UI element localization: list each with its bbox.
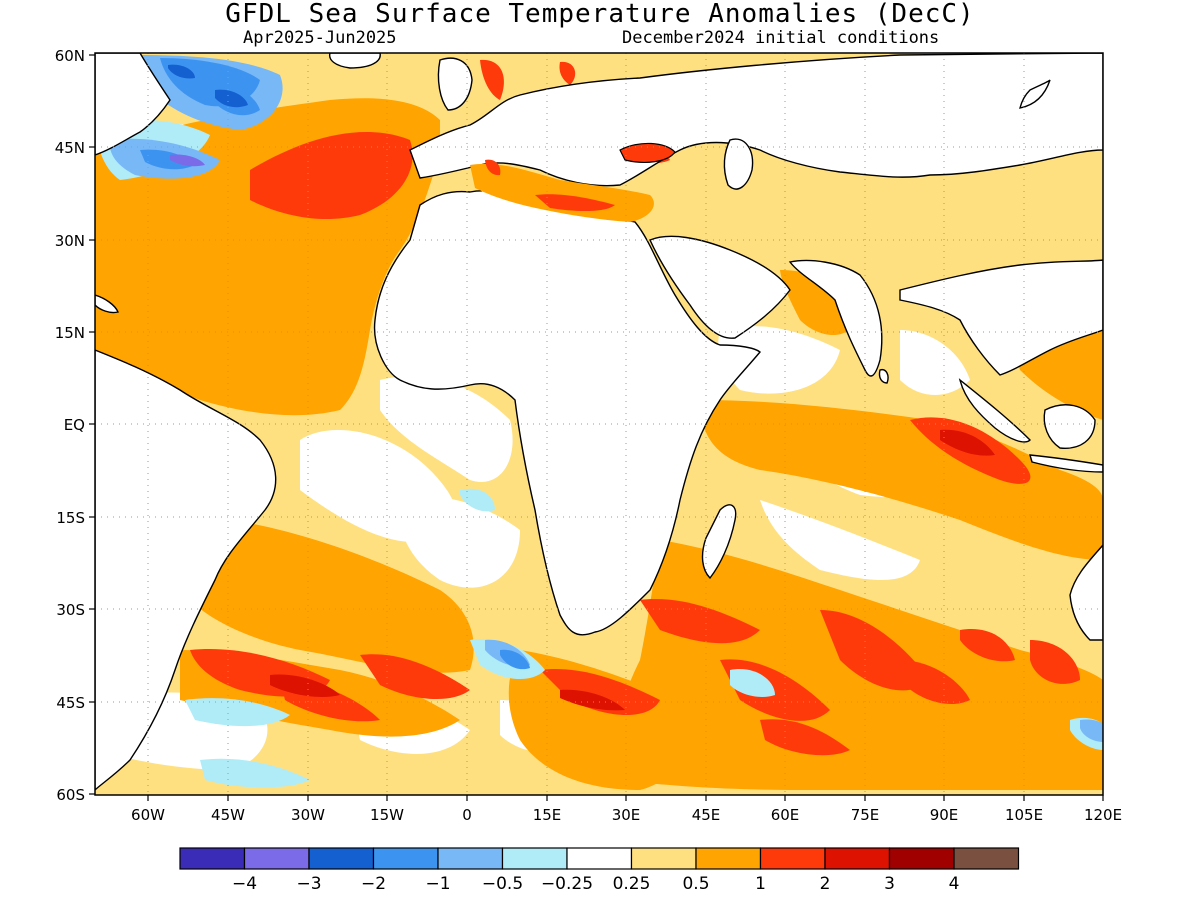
- colorbar-swatch: [953, 847, 1020, 870]
- colorbar-swatch: [824, 847, 891, 870]
- colorbar-swatch: [243, 847, 310, 870]
- lat-label: 30S: [56, 601, 85, 619]
- lon-label: 0: [462, 806, 472, 824]
- java-coastline: [1029, 454, 1103, 473]
- very-strong-cool-cores: [168, 64, 248, 108]
- lat-label: 60S: [56, 786, 85, 804]
- colorbar-swatch: [695, 847, 762, 870]
- colorbar: [179, 847, 1020, 870]
- southeast-asia-coastline: [899, 259, 1103, 376]
- lon-label: 60E: [771, 806, 800, 824]
- colorbar-label: −3: [296, 874, 321, 894]
- forecast-period: Apr2025-Jun2025: [243, 28, 397, 48]
- colorbar-label: 0.5: [682, 874, 709, 894]
- longitude-labels: 60W 45W 30W 15W 0 15E 30E 45E 60E 75E 90…: [131, 806, 1122, 824]
- sri-lanka-coastline: [878, 368, 889, 384]
- lon-label: 120E: [1084, 806, 1122, 824]
- lon-label: 45E: [692, 806, 721, 824]
- colorbar-label: 2: [820, 874, 831, 894]
- colorbar-label: −4: [232, 874, 257, 894]
- colorbar-swatch: [501, 847, 568, 870]
- grid-lines: [95, 53, 1103, 795]
- colorbar-labels: −4 −3 −2 −1 −0.5 −0.25 0.25 0.5 1 2 3 4: [232, 874, 959, 894]
- extreme-cool-cores: [170, 154, 205, 167]
- lon-label: 15W: [370, 806, 404, 824]
- british-isles-coastline: [437, 57, 473, 111]
- iceland-coastline: [328, 53, 381, 69]
- anomaly-field: [95, 53, 1103, 795]
- lon-label: 60W: [131, 806, 165, 824]
- lon-label: 30W: [291, 806, 325, 824]
- initial-conditions: December2024 initial conditions: [622, 28, 940, 48]
- colorbar-swatch: [759, 847, 826, 870]
- japan-coastline: [1019, 79, 1051, 109]
- lat-label: 30N: [55, 232, 85, 250]
- sumatra-coastline: [958, 378, 1031, 443]
- colorbar-label: −1: [425, 874, 450, 894]
- mediterranean-sea: [470, 142, 676, 222]
- lat-label: 45N: [55, 139, 85, 157]
- europe-coastline: [409, 53, 1103, 187]
- madagascar-coastline: [701, 504, 737, 580]
- colorbar-swatch: [437, 847, 504, 870]
- axis-ticks: [89, 54, 1104, 801]
- borneo-coastline: [1043, 404, 1096, 449]
- very-strong-warm-cores: [270, 429, 995, 711]
- colorbar-label: 0.25: [613, 874, 651, 894]
- colorbar-label: 3: [884, 874, 895, 894]
- colorbar-swatch: [566, 847, 633, 870]
- colorbar-swatch: [630, 847, 697, 870]
- lon-label: 15E: [533, 806, 562, 824]
- colorbar-label: 1: [755, 874, 766, 894]
- lat-label: 60N: [55, 47, 85, 65]
- lat-label: EQ: [64, 416, 85, 434]
- caribbean-coastline: [95, 294, 119, 314]
- lat-label: 15S: [56, 509, 85, 527]
- colorbar-swatch: [179, 847, 246, 870]
- africa-coastline: [373, 190, 761, 636]
- colorbar-swatch: [308, 847, 375, 870]
- landmasses: [95, 53, 1103, 791]
- chart-title: GFDL Sea Surface Temperature Anomalies (…: [225, 0, 975, 29]
- colorbar-swatch: [888, 847, 955, 870]
- lon-label: 30E: [612, 806, 641, 824]
- caspian-sea-outline: [723, 138, 754, 190]
- lon-label: 90E: [930, 806, 959, 824]
- lat-label: 15N: [55, 324, 85, 342]
- colorbar-label: 4: [949, 874, 960, 894]
- south-america-coastline: [95, 349, 277, 791]
- australia-coastline: [1069, 543, 1103, 641]
- arabian-peninsula-coastline: [649, 235, 791, 339]
- colorbar-label: −0.5: [482, 874, 523, 894]
- colorbar-label: −0.25: [541, 874, 593, 894]
- colorbar-swatch: [372, 847, 439, 870]
- latitude-labels: 60N 45N 30N 15N EQ 15S 30S 45S 60S: [55, 47, 85, 804]
- lon-label: 45W: [211, 806, 245, 824]
- colorbar-label: −2: [361, 874, 386, 894]
- lon-label: 75E: [851, 806, 880, 824]
- lon-label: 105E: [1005, 806, 1043, 824]
- lat-label: 45S: [56, 694, 85, 712]
- asia-coastline: [788, 259, 883, 377]
